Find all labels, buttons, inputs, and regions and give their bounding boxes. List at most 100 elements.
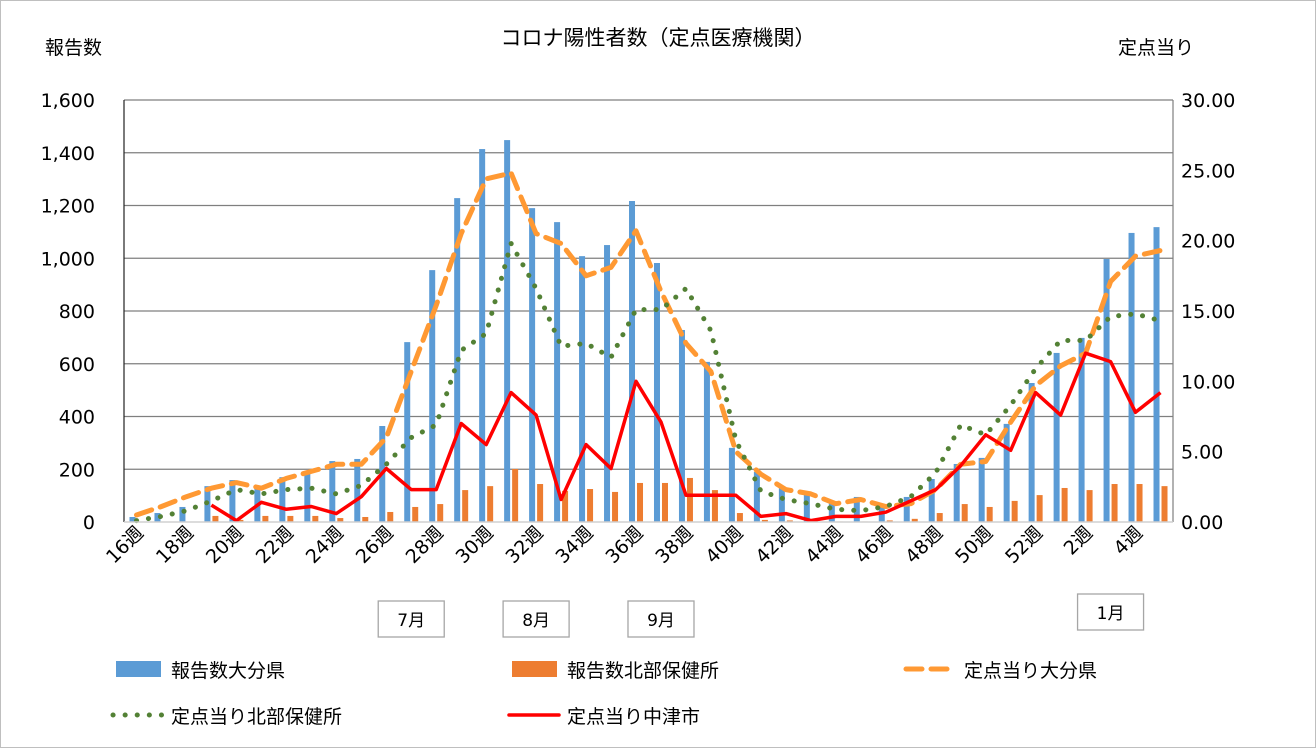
month-label: 7月 bbox=[397, 611, 425, 631]
bar-hokubu bbox=[487, 486, 494, 522]
x-tick-label: 34週 bbox=[552, 522, 598, 568]
x-tick-label: 38週 bbox=[651, 522, 697, 568]
x-tick-label: 46週 bbox=[851, 522, 897, 568]
x-tick-label: 44週 bbox=[801, 522, 847, 568]
x-tick-label: 20週 bbox=[202, 522, 248, 568]
y2-tick-label: 15.00 bbox=[1181, 301, 1235, 323]
bar-hokubu bbox=[1086, 490, 1093, 522]
bar-oita bbox=[354, 458, 361, 522]
y-tick-label: 1,400 bbox=[41, 143, 95, 165]
y-tick-label: 200 bbox=[59, 459, 95, 481]
bar-oita bbox=[554, 222, 561, 522]
bar-oita bbox=[1103, 259, 1110, 522]
series-line bbox=[134, 170, 1163, 518]
bar-oita bbox=[678, 329, 685, 522]
month-labels: 7月 8月 9月 1月 bbox=[377, 593, 1145, 638]
bar-oita bbox=[1153, 227, 1160, 522]
legend-label: 定点当り大分県 bbox=[964, 660, 1097, 682]
y2-axis-label: 定点当り bbox=[1118, 37, 1194, 59]
bar-oita bbox=[828, 500, 835, 522]
bar-hokubu bbox=[537, 484, 544, 522]
bar-hokubu bbox=[262, 515, 269, 522]
bar-hokubu bbox=[736, 513, 743, 522]
x-tick-label: 50週 bbox=[951, 522, 997, 568]
y-tick-label: 400 bbox=[59, 407, 95, 429]
bar-hokubu bbox=[1161, 486, 1168, 522]
bar-oita bbox=[753, 471, 760, 522]
legend-label: 定点当り中津市 bbox=[567, 706, 700, 728]
y-axis-label: 報告数 bbox=[45, 37, 102, 59]
bar-oita bbox=[604, 245, 611, 522]
bar-hokubu bbox=[761, 519, 768, 522]
bar-hokubu bbox=[1136, 484, 1143, 522]
month-label: 8月 bbox=[522, 611, 550, 631]
bar-oita bbox=[304, 471, 311, 522]
x-tick-label: 30週 bbox=[452, 522, 498, 568]
bar-oita bbox=[903, 496, 910, 522]
lines bbox=[134, 170, 1163, 524]
bar-oita bbox=[1078, 337, 1085, 522]
bar-oita bbox=[429, 270, 436, 522]
y-tick-label: 0 bbox=[83, 512, 95, 534]
bar-hokubu bbox=[936, 513, 943, 522]
bar-oita bbox=[778, 487, 785, 522]
y-tick-label: 1,000 bbox=[41, 248, 95, 270]
y2-tick-label: 20.00 bbox=[1181, 231, 1235, 253]
bar-hokubu bbox=[612, 491, 619, 522]
bar-oita bbox=[1128, 232, 1135, 522]
x-tick-label: 16週 bbox=[102, 522, 148, 568]
bar-oita bbox=[1003, 423, 1010, 522]
bar-oita bbox=[703, 361, 710, 522]
x-tick-label: 2週 bbox=[1060, 522, 1098, 560]
x-tick-label: 22週 bbox=[252, 522, 298, 568]
bar-hokubu bbox=[387, 511, 394, 522]
x-tick-label: 18週 bbox=[152, 522, 198, 568]
bar-hokubu bbox=[462, 490, 469, 522]
bar-hokubu bbox=[362, 516, 369, 522]
x-tick-label: 40週 bbox=[701, 522, 747, 568]
bar-oita bbox=[179, 506, 186, 522]
bar-oita bbox=[1053, 352, 1060, 522]
bar-hokubu bbox=[337, 518, 344, 522]
bar-hokubu bbox=[1111, 484, 1118, 522]
x-tick-label: 24週 bbox=[302, 522, 348, 568]
x-tick-label: 4週 bbox=[1110, 522, 1148, 560]
bar-hokubu bbox=[587, 489, 594, 522]
bar-hokubu bbox=[686, 477, 693, 522]
bar-oita bbox=[629, 201, 636, 523]
series-line bbox=[134, 241, 1163, 524]
x-tick-label: 42週 bbox=[751, 522, 797, 568]
y2-tick-label: 0.00 bbox=[1181, 512, 1223, 534]
bar-oita bbox=[279, 477, 286, 522]
x-tick-label: 26週 bbox=[352, 522, 398, 568]
bar-oita bbox=[803, 492, 810, 522]
bar-oita bbox=[404, 342, 411, 522]
bar-hokubu bbox=[312, 515, 319, 522]
bar-hokubu bbox=[661, 482, 668, 522]
bar-hokubu bbox=[237, 519, 244, 522]
bar-oita bbox=[978, 457, 985, 522]
bar-hokubu bbox=[911, 518, 918, 522]
x-tick-label: 36週 bbox=[601, 522, 647, 568]
bar-oita bbox=[1028, 383, 1035, 522]
bar-oita bbox=[853, 496, 860, 522]
bar-oita bbox=[953, 463, 960, 522]
chart-title: コロナ陽性者数（定点医療機関） bbox=[501, 26, 816, 50]
y-tick-label: 1,600 bbox=[41, 90, 95, 112]
x-tick-label: 28週 bbox=[402, 522, 448, 568]
bar-oita bbox=[579, 256, 586, 522]
bar-hokubu bbox=[412, 506, 419, 522]
bar-hokubu bbox=[961, 504, 968, 522]
bar-hokubu bbox=[512, 468, 519, 522]
legend-label: 報告数大分県 bbox=[171, 660, 285, 682]
bar-oita bbox=[928, 479, 935, 522]
month-label: 9月 bbox=[647, 611, 675, 631]
bar-hokubu bbox=[1061, 487, 1068, 522]
bar-oita bbox=[653, 262, 660, 522]
bar-hokubu bbox=[711, 490, 718, 522]
bar-hokubu bbox=[986, 506, 993, 522]
bar-hokubu bbox=[637, 482, 644, 522]
y2-tick-label: 30.00 bbox=[1181, 90, 1235, 112]
y2-tick-label: 25.00 bbox=[1181, 160, 1235, 182]
